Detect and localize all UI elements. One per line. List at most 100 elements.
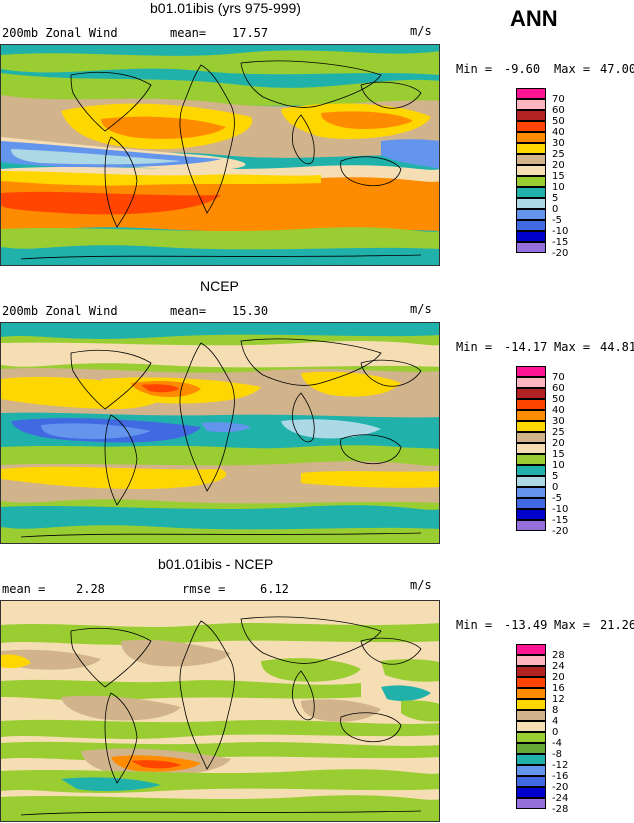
panel1-mean-value: 17.57 [232, 26, 269, 40]
panel2-swatch [516, 465, 546, 476]
panel2-max-label: Max = [554, 340, 591, 354]
panel2-min-label: Min = [456, 340, 493, 354]
panel3-swatch [516, 721, 546, 732]
panel1-swatch [516, 88, 546, 99]
panel1-min-label: Min = [456, 62, 493, 76]
legend-label: -12 [552, 760, 569, 771]
legend-label: 20 [552, 438, 565, 449]
panel1-mean-label: mean= [170, 26, 207, 40]
legend-label: 30 [552, 416, 565, 427]
legend-label: 4 [552, 716, 559, 727]
legend-label: 40 [552, 405, 565, 416]
panel3-swatch [516, 798, 546, 809]
panel3-colorbar [516, 644, 546, 809]
legend-label: 0 [552, 727, 559, 738]
legend-label: 28 [552, 650, 565, 661]
panel2-swatch [516, 410, 546, 421]
panel2-swatch [516, 476, 546, 487]
panel2-max-value: 44.81 [600, 340, 634, 354]
legend-label: -24 [552, 793, 569, 804]
panel1-units: m/s [410, 24, 432, 38]
panel1-map [0, 44, 440, 266]
legend-label: 12 [552, 694, 565, 705]
panel3-units: m/s [410, 578, 432, 592]
panel1-title: b01.01ibis (yrs 975-999) [150, 0, 301, 16]
legend-label: 70 [552, 94, 565, 105]
panel2-swatch [516, 454, 546, 465]
season-label: ANN [510, 6, 558, 31]
panel2-title: NCEP [200, 278, 239, 294]
legend-label: 8 [552, 705, 559, 716]
legend-label: -4 [552, 738, 562, 749]
panel1-swatch [516, 220, 546, 231]
panel1-swatch [516, 231, 546, 242]
panel1-swatch [516, 198, 546, 209]
legend-label: 20 [552, 672, 565, 683]
legend-label: -10 [552, 226, 569, 237]
panel2-swatch [516, 443, 546, 454]
panel1-variable: 200mb Zonal Wind [2, 26, 118, 40]
legend-label: 10 [552, 460, 565, 471]
panel2-min-value: -14.17 [504, 340, 548, 354]
panel3-swatch [516, 765, 546, 776]
panel3-swatch [516, 644, 546, 655]
panel3-rmse-label: rmse = [182, 582, 226, 596]
panel3-swatch [516, 776, 546, 787]
panel2-colorbar [516, 366, 546, 531]
panel1-max-label: Max = [554, 62, 591, 76]
panel1-swatch [516, 99, 546, 110]
panel3-max-label: Max = [554, 618, 591, 632]
legend-label: 5 [552, 471, 559, 482]
panel1-max-value: 47.00 [600, 62, 634, 76]
panel3-swatch [516, 743, 546, 754]
panel3-map [0, 600, 440, 822]
legend-label: 70 [552, 372, 565, 383]
panel2-swatch [516, 487, 546, 498]
panel2-swatch [516, 399, 546, 410]
panel2-mean-label: mean= [170, 304, 207, 318]
panel2-swatch [516, 498, 546, 509]
legend-label: 50 [552, 116, 565, 127]
panel3-swatch [516, 787, 546, 798]
panel1-colorbar [516, 88, 546, 253]
panel3-swatch [516, 688, 546, 699]
panel2-swatch [516, 509, 546, 520]
panel3-min-label: Min = [456, 618, 493, 632]
panel1-swatch [516, 165, 546, 176]
panel1-swatch [516, 132, 546, 143]
panel1-swatch [516, 143, 546, 154]
legend-label: -8 [552, 749, 562, 760]
panel3-max-value: 21.26 [600, 618, 634, 632]
legend-label: -5 [552, 493, 562, 504]
legend-label: -16 [552, 771, 569, 782]
legend-label: -20 [552, 526, 569, 537]
panel2-units: m/s [410, 302, 432, 316]
legend-label: 15 [552, 171, 565, 182]
legend-label: 0 [552, 482, 559, 493]
legend-label: 0 [552, 204, 559, 215]
legend-label: 16 [552, 683, 565, 694]
legend-label: 50 [552, 394, 565, 405]
panel3-swatch [516, 754, 546, 765]
legend-label: 25 [552, 149, 565, 160]
panel3-swatch [516, 677, 546, 688]
panel2-swatch [516, 366, 546, 377]
legend-label: -20 [552, 782, 569, 793]
panel3-rmse-value: 6.12 [260, 582, 289, 596]
panel2-swatch [516, 388, 546, 399]
panel2-mean-value: 15.30 [232, 304, 269, 318]
legend-label: 60 [552, 383, 565, 394]
legend-label: 10 [552, 182, 565, 193]
legend-label: 25 [552, 427, 565, 438]
legend-label: 5 [552, 193, 559, 204]
legend-label: -28 [552, 804, 569, 815]
panel2-swatch [516, 377, 546, 388]
panel3-mean-value: 2.28 [76, 582, 105, 596]
panel3-swatch [516, 710, 546, 721]
legend-label: -20 [552, 248, 569, 259]
legend-label: 20 [552, 160, 565, 171]
panel3-swatch [516, 732, 546, 743]
legend-label: 30 [552, 138, 565, 149]
legend-label: -15 [552, 515, 569, 526]
legend-label: 15 [552, 449, 565, 460]
